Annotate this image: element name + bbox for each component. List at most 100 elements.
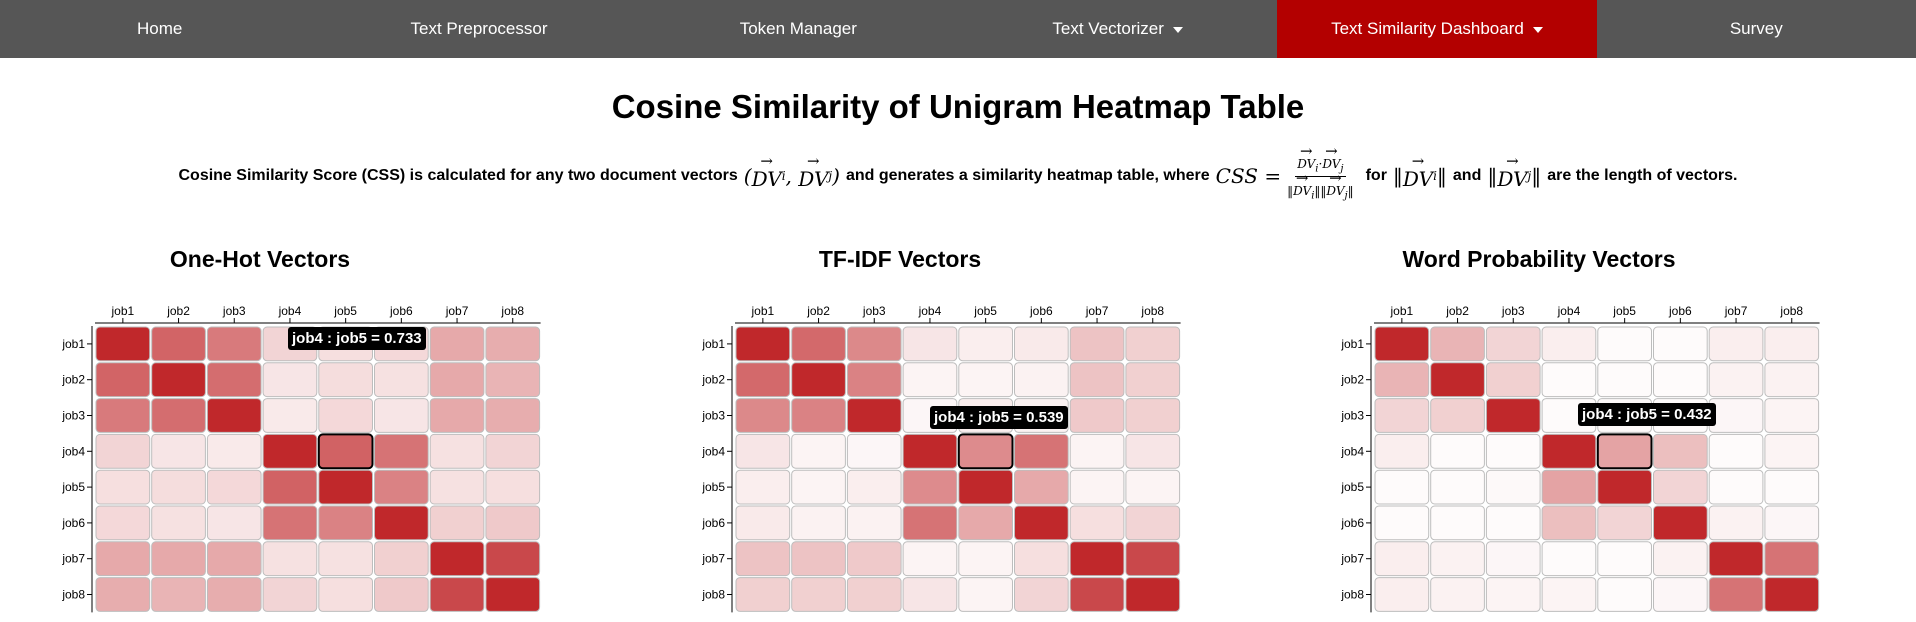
heatmap-cell[interactable] <box>1374 398 1430 433</box>
heatmap-cell[interactable] <box>791 469 846 505</box>
heatmap-cell[interactable] <box>1764 362 1820 398</box>
heatmap-cell[interactable] <box>902 362 958 398</box>
heatmap-cell[interactable] <box>1374 362 1430 398</box>
nav-text-vectorizer[interactable]: Text Vectorizer <box>958 0 1277 58</box>
heatmap-cell[interactable] <box>1764 398 1820 433</box>
heatmap-cell[interactable] <box>95 398 151 433</box>
nav-home[interactable]: Home <box>0 0 319 58</box>
heatmap-cell[interactable] <box>1125 398 1181 433</box>
heatmap-cell[interactable] <box>735 541 791 577</box>
heatmap-cell[interactable] <box>1430 505 1485 541</box>
heatmap-cell[interactable] <box>1485 469 1541 505</box>
heatmap-cell[interactable] <box>846 362 902 398</box>
heatmap-cell[interactable] <box>1125 577 1181 612</box>
heatmap-cell[interactable] <box>735 433 791 469</box>
heatmap-cell[interactable] <box>846 541 902 577</box>
heatmap-cell[interactable] <box>262 398 318 433</box>
heatmap-cell[interactable] <box>791 362 846 398</box>
heatmap-cell[interactable] <box>485 577 541 612</box>
heatmap-cell[interactable] <box>1597 326 1652 362</box>
heatmap-cell[interactable] <box>1764 505 1820 541</box>
heatmap-cell[interactable] <box>1541 577 1597 612</box>
heatmap-cell[interactable] <box>1597 469 1652 505</box>
heatmap-cell[interactable] <box>1485 505 1541 541</box>
heatmap-cell[interactable] <box>374 577 429 612</box>
heatmap-cell[interactable] <box>151 541 206 577</box>
heatmap-cell[interactable] <box>1541 362 1597 398</box>
heatmap-cell[interactable] <box>1541 469 1597 505</box>
heatmap-cell[interactable] <box>95 577 151 612</box>
heatmap-cell[interactable] <box>374 362 429 398</box>
heatmap-cell[interactable] <box>735 362 791 398</box>
heatmap-cell[interactable] <box>1014 577 1069 612</box>
heatmap-cell[interactable] <box>1069 433 1125 469</box>
heatmap-cell[interactable] <box>902 469 958 505</box>
heatmap-cell[interactable] <box>1708 541 1764 577</box>
heatmap-cell[interactable] <box>958 469 1013 505</box>
heatmap-cell[interactable] <box>262 505 318 541</box>
heatmap-cell[interactable] <box>1653 326 1708 362</box>
heatmap-cell[interactable] <box>151 326 206 362</box>
heatmap-cell[interactable] <box>1374 505 1430 541</box>
heatmap-cell[interactable] <box>206 398 262 433</box>
heatmap-cell[interactable] <box>1069 541 1125 577</box>
heatmap-cell[interactable] <box>1125 541 1181 577</box>
heatmap-cell[interactable] <box>262 577 318 612</box>
heatmap-cell[interactable] <box>206 505 262 541</box>
heatmap-cell[interactable] <box>791 505 846 541</box>
heatmap-cell[interactable] <box>791 433 846 469</box>
heatmap-cell[interactable] <box>1069 362 1125 398</box>
heatmap-cell[interactable] <box>1430 398 1485 433</box>
heatmap-cell[interactable] <box>429 362 485 398</box>
heatmap-cell[interactable] <box>95 469 151 505</box>
heatmap-cell[interactable] <box>1764 541 1820 577</box>
heatmap-cell[interactable] <box>151 577 206 612</box>
heatmap-cell[interactable] <box>1125 326 1181 362</box>
heatmap-cell[interactable] <box>1485 398 1541 433</box>
heatmap-cell[interactable] <box>1653 469 1708 505</box>
heatmap-cell[interactable] <box>1708 362 1764 398</box>
heatmap-cell[interactable] <box>1125 362 1181 398</box>
heatmap-cell[interactable] <box>1653 505 1708 541</box>
heatmap-cell[interactable] <box>485 541 541 577</box>
heatmap-cell[interactable] <box>1430 326 1485 362</box>
heatmap-cell[interactable] <box>902 433 958 469</box>
heatmap-cell[interactable] <box>262 362 318 398</box>
heatmap-cell[interactable] <box>902 541 958 577</box>
heatmap-cell[interactable] <box>318 398 373 433</box>
heatmap-cell[interactable] <box>1541 326 1597 362</box>
heatmap-cell[interactable] <box>735 326 791 362</box>
heatmap-cell[interactable] <box>1374 577 1430 612</box>
heatmap-cell[interactable] <box>846 433 902 469</box>
heatmap-cell[interactable] <box>206 469 262 505</box>
heatmap-cell[interactable] <box>1764 326 1820 362</box>
heatmap-cell[interactable] <box>374 398 429 433</box>
heatmap-cell[interactable] <box>1430 541 1485 577</box>
heatmap-cell[interactable] <box>1374 469 1430 505</box>
heatmap-cell[interactable] <box>318 505 373 541</box>
heatmap-cell[interactable] <box>791 541 846 577</box>
heatmap-cell[interactable] <box>374 469 429 505</box>
heatmap-cell[interactable] <box>1069 398 1125 433</box>
heatmap-cell[interactable] <box>1014 541 1069 577</box>
heatmap-cell[interactable] <box>1708 577 1764 612</box>
heatmap-cell[interactable] <box>958 577 1013 612</box>
heatmap-cell[interactable] <box>429 398 485 433</box>
heatmap-cell[interactable] <box>429 326 485 362</box>
heatmap-cell[interactable] <box>958 505 1013 541</box>
heatmap-cell[interactable] <box>1430 577 1485 612</box>
heatmap-cell[interactable] <box>374 433 429 469</box>
heatmap-cell[interactable] <box>95 326 151 362</box>
heatmap-cell[interactable] <box>429 577 485 612</box>
heatmap-cell[interactable] <box>151 433 206 469</box>
heatmap-cell[interactable] <box>429 433 485 469</box>
heatmap-cell[interactable] <box>1485 577 1541 612</box>
heatmap-cell[interactable] <box>791 398 846 433</box>
heatmap-cell[interactable] <box>902 326 958 362</box>
heatmap-cell[interactable] <box>1069 577 1125 612</box>
heatmap-cell[interactable] <box>1541 433 1597 469</box>
heatmap-cell[interactable] <box>1708 505 1764 541</box>
heatmap-cell[interactable] <box>735 398 791 433</box>
heatmap-cell[interactable] <box>1014 505 1069 541</box>
heatmap-cell[interactable] <box>1125 469 1181 505</box>
